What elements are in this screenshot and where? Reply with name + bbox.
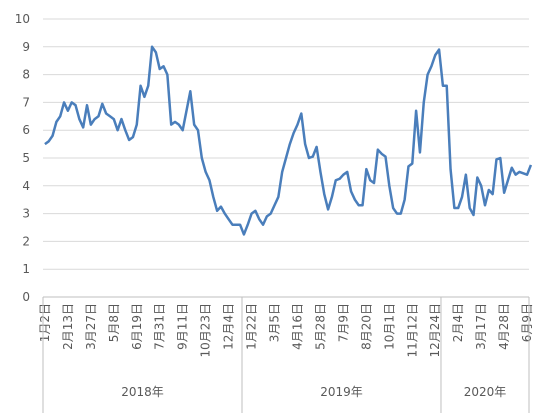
x-tick-label: 1月2日 — [38, 303, 52, 342]
group-label: 2019年 — [320, 385, 363, 399]
x-tick-label: 7月31日 — [153, 303, 167, 350]
y-tick-label: 9 — [22, 40, 30, 54]
y-tick-label: 1 — [22, 262, 30, 276]
y-tick-label: 8 — [22, 68, 30, 82]
line — [44, 45, 533, 236]
x-tick-label: 3月17日 — [474, 303, 488, 350]
x-tick-label: 3月27日 — [84, 303, 98, 350]
y-tick-label: 2 — [22, 234, 30, 248]
y-tick-label: 6 — [22, 123, 30, 137]
x-tick-label: 4月16日 — [290, 303, 304, 350]
x-tick-label: 1月22日 — [245, 303, 259, 350]
x-tick-label: 8月20日 — [359, 303, 373, 350]
x-tick-label: 11月12日 — [405, 303, 419, 358]
y-tick-label: 3 — [22, 207, 30, 221]
x-tick-label: 12月24日 — [428, 303, 442, 358]
x-tick-label: 10月23日 — [199, 303, 213, 358]
x-tick-label: 6月9日 — [520, 303, 534, 342]
x-tick-label: 2月13日 — [61, 303, 75, 350]
group-label: 2020年 — [464, 385, 507, 399]
group-label: 2018年 — [121, 385, 164, 399]
y-tick-label: 7 — [22, 95, 30, 109]
y-tick-label: 10 — [15, 12, 30, 26]
x-tick-label: 5月8日 — [107, 303, 121, 342]
x-tick-label: 5月28日 — [313, 303, 327, 350]
x-tick-label: 2月4日 — [451, 303, 465, 342]
y-tick-label: 5 — [22, 151, 30, 165]
x-tick-label: 6月19日 — [130, 303, 144, 350]
y-tick-label: 0 — [22, 290, 30, 304]
x-tick-label: 10月1日 — [382, 303, 396, 350]
x-tick-label: 12月4日 — [222, 303, 236, 350]
y-tick-label: 4 — [22, 179, 30, 193]
x-tick-label: 9月11日 — [176, 303, 190, 350]
x-tick-label: 7月9日 — [336, 303, 350, 342]
x-tick-label: 4月28日 — [497, 303, 511, 350]
x-tick-label: 3月5日 — [268, 303, 282, 342]
